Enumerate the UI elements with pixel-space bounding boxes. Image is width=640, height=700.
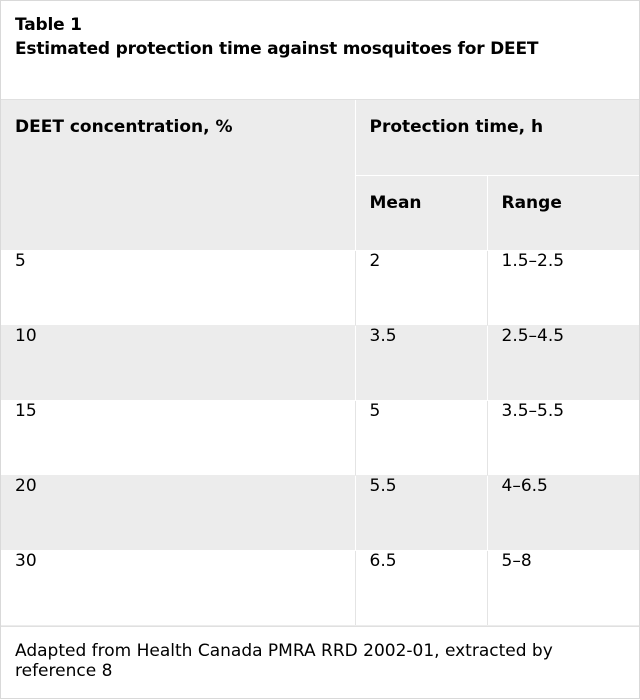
cell-range: 2.5–4.5 — [487, 325, 639, 401]
cell-concentration: 20 — [1, 475, 356, 551]
cell-mean: 2 — [355, 250, 488, 326]
cell-mean: 5.5 — [355, 475, 488, 551]
subheader-row: Mean Range — [1, 175, 639, 251]
header-row: DEET concentration, % Protection time, h — [1, 100, 639, 251]
cell-range: 5–8 — [487, 550, 639, 626]
header-mean: Mean — [355, 175, 488, 251]
table-row: 10 3.5 2.5–4.5 — [1, 325, 639, 401]
cell-range: 1.5–2.5 — [487, 250, 639, 326]
cell-mean: 3.5 — [355, 325, 488, 401]
cell-mean: 5 — [355, 400, 488, 476]
table-title: Estimated protection time against mosqui… — [15, 39, 539, 59]
cell-range: 4–6.5 — [487, 475, 639, 551]
cell-concentration: 30 — [1, 550, 356, 626]
cell-concentration: 15 — [1, 400, 356, 476]
data-table: DEET concentration, % Protection time, h… — [1, 100, 639, 626]
table-caption: Table 1 Estimated protection time agains… — [1, 1, 639, 100]
cell-concentration: 5 — [1, 250, 356, 326]
table-row: 15 5 3.5–5.5 — [1, 400, 639, 476]
cell-range: 3.5–5.5 — [487, 400, 639, 476]
table-row: 5 2 1.5–2.5 — [1, 250, 639, 326]
table-row: 20 5.5 4–6.5 — [1, 475, 639, 551]
cell-mean: 6.5 — [355, 550, 488, 626]
table-label: Table 1 — [15, 15, 82, 35]
cell-concentration: 10 — [1, 325, 356, 401]
header-concentration: DEET concentration, % — [1, 100, 356, 251]
table-row: 30 6.5 5–8 — [1, 550, 639, 626]
table-footnote: Adapted from Health Canada PMRA RRD 2002… — [1, 625, 639, 700]
header-range: Range — [487, 175, 639, 251]
header-protection-time: Protection time, h — [355, 100, 639, 176]
